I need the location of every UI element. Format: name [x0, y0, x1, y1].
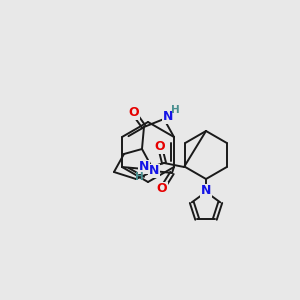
Text: H: H — [171, 105, 179, 115]
Text: O: O — [129, 106, 139, 119]
Text: N: N — [201, 184, 211, 197]
Text: N: N — [163, 110, 173, 124]
Text: N: N — [149, 164, 159, 178]
Text: O: O — [157, 182, 167, 196]
Text: O: O — [155, 140, 165, 154]
Text: N: N — [139, 160, 149, 173]
Text: H: H — [135, 172, 143, 182]
